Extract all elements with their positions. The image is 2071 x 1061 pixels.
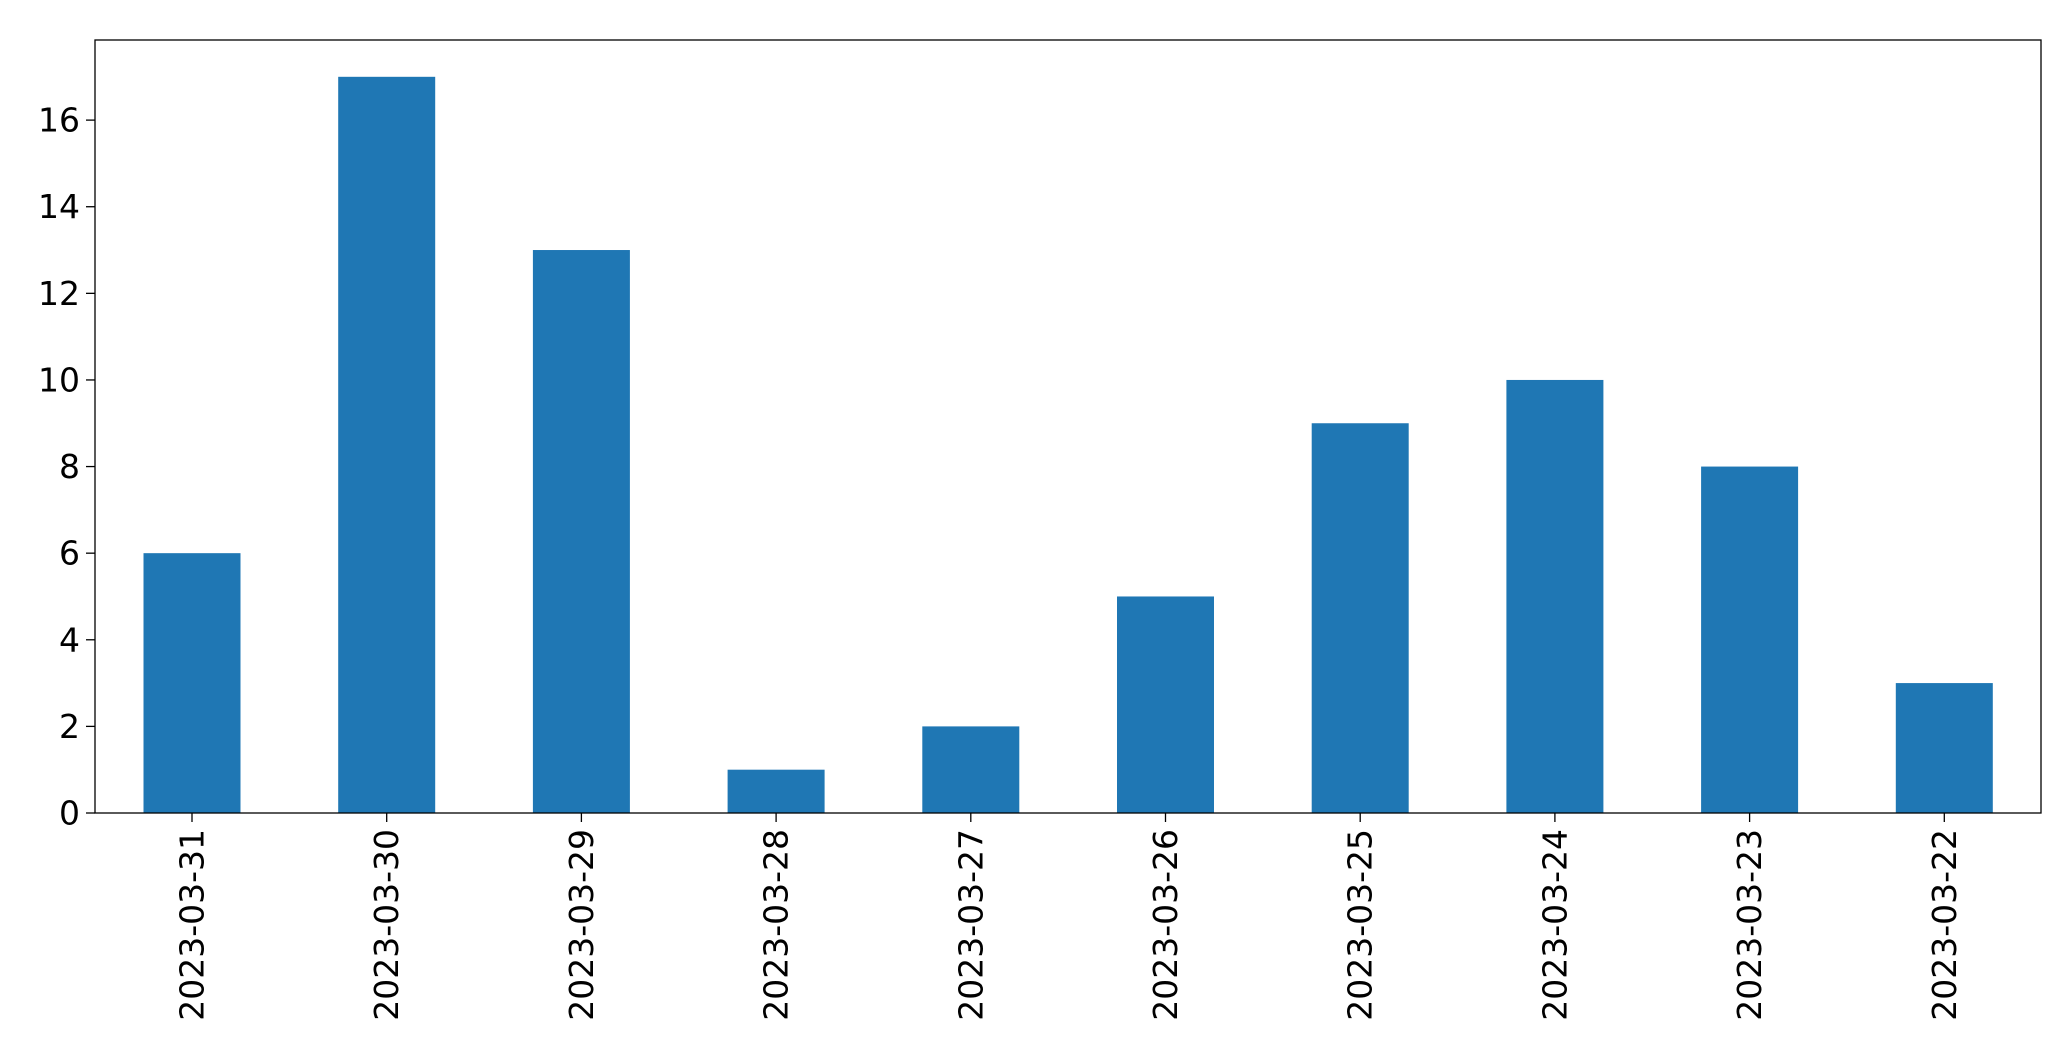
- bar-2023-03-27: [922, 726, 1020, 813]
- y-tick-label: 16: [38, 101, 80, 140]
- y-tick-label: 14: [38, 187, 80, 226]
- x-tick-label: 2023-03-29: [562, 829, 601, 1021]
- x-tick-label: 2023-03-22: [1925, 829, 1964, 1021]
- y-tick-label: 10: [38, 360, 80, 399]
- y-axis: 0 2 4 6 8 10 12 14 16: [38, 101, 95, 833]
- y-tick-label: 0: [59, 794, 80, 833]
- bar-2023-03-24: [1506, 379, 1604, 813]
- bar-2023-03-26: [1117, 596, 1214, 813]
- x-tick-label: 2023-03-24: [1535, 829, 1574, 1021]
- x-tick-label: 2023-03-25: [1341, 829, 1380, 1021]
- x-tick-label: 2023-03-30: [367, 829, 406, 1021]
- x-tick-label: 2023-03-26: [1146, 829, 1185, 1021]
- bar-2023-03-30: [338, 76, 436, 813]
- plot-area-frame: [94, 39, 2042, 814]
- bar-2023-03-29: [532, 250, 630, 813]
- x-tick-label: 2023-03-23: [1730, 829, 1769, 1021]
- x-axis: 2023-03-31 2023-03-30 2023-03-29 2023-03-28…: [173, 813, 1964, 1021]
- bars-group: [143, 76, 1993, 813]
- y-tick-label: 8: [59, 447, 80, 486]
- bar-2023-03-23: [1701, 466, 1799, 813]
- bar-2023-03-25: [1311, 423, 1409, 813]
- bar-2023-03-22: [1895, 683, 1993, 813]
- x-tick-label: 2023-03-28: [757, 829, 796, 1021]
- y-tick-label: 6: [59, 534, 80, 573]
- x-tick-label: 2023-03-27: [951, 829, 990, 1021]
- bar-2023-03-31: [143, 553, 241, 813]
- bar-2023-03-28: [727, 769, 825, 813]
- y-tick-label: 2: [59, 707, 80, 746]
- y-tick-label: 4: [59, 620, 80, 659]
- x-tick-label: 2023-03-31: [173, 829, 212, 1021]
- y-tick-label: 12: [38, 274, 80, 313]
